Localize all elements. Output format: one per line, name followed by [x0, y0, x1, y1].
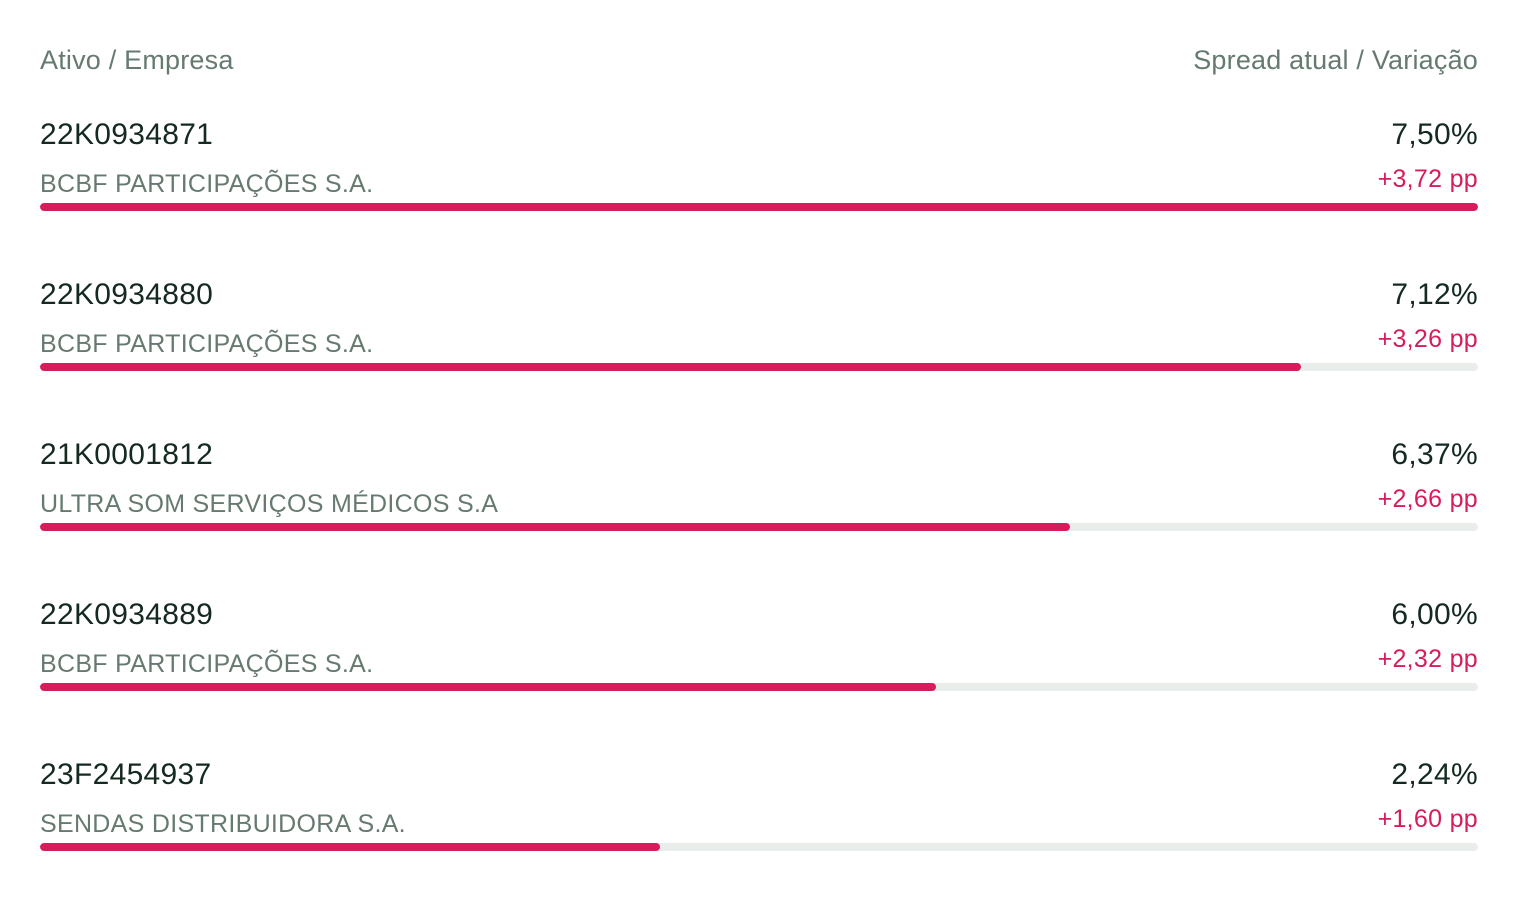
spread-bar-track — [40, 683, 1478, 691]
company-name: BCBF PARTICIPAÇÕES S.A. — [40, 170, 374, 198]
spread-value: 7,12% — [1391, 278, 1478, 311]
asset-code: 21K0001812 — [40, 438, 214, 471]
asset-code: 23F2454937 — [40, 758, 212, 791]
header-right-label: Spread atual / Variação — [1193, 44, 1478, 75]
header-left-label: Ativo / Empresa — [40, 44, 234, 75]
asset-code: 22K0934880 — [40, 278, 214, 311]
asset-code: 22K0934871 — [40, 118, 214, 151]
spread-value: 2,24% — [1391, 758, 1478, 791]
variation-value: +2,66 pp — [1377, 485, 1478, 513]
spread-bar — [40, 843, 660, 851]
spread-bar — [40, 203, 1478, 211]
asset-code: 22K0934889 — [40, 598, 214, 631]
spread-bar-track — [40, 363, 1478, 371]
variation-value: +3,72 pp — [1377, 165, 1478, 193]
company-name: ULTRA SOM SERVIÇOS MÉDICOS S.A — [40, 490, 499, 518]
list-item: 22K0934889 6,00% BCBF PARTICIPAÇÕES S.A. +2… — [40, 597, 1478, 717]
spread-bar-track — [40, 843, 1478, 851]
spread-bar — [40, 523, 1070, 531]
spread-bar — [40, 683, 936, 691]
company-name: SENDAS DISTRIBUIDORA S.A. — [40, 810, 406, 838]
company-name: BCBF PARTICIPAÇÕES S.A. — [40, 650, 374, 678]
list-item: 21K0001812 6,37% ULTRA SOM SERVIÇOS MÉDICO… — [40, 437, 1478, 557]
spread-value: 7,50% — [1391, 118, 1478, 151]
chart-header: Ativo / Empresa Spread atual / Variação — [40, 42, 1478, 78]
company-name: BCBF PARTICIPAÇÕES S.A. — [40, 330, 374, 358]
variation-value: +2,32 pp — [1377, 645, 1478, 673]
list-item: 23F2454937 2,24% SENDAS DISTRIBUIDORA S.A.… — [40, 757, 1478, 877]
spread-bar — [40, 363, 1302, 371]
variation-value: +1,60 pp — [1377, 805, 1478, 833]
spread-bar-track — [40, 203, 1478, 211]
variation-value: +3,26 pp — [1377, 325, 1478, 353]
spread-bar-track — [40, 523, 1478, 531]
spread-value: 6,00% — [1391, 598, 1478, 631]
list-item: 22K0934880 7,12% BCBF PARTICIPAÇÕES S.A. +3… — [40, 277, 1478, 397]
list-item: 22K0934871 7,50% BCBF PARTICIPAÇÕES S.A. +3… — [40, 117, 1478, 237]
spread-value: 6,37% — [1391, 438, 1478, 471]
